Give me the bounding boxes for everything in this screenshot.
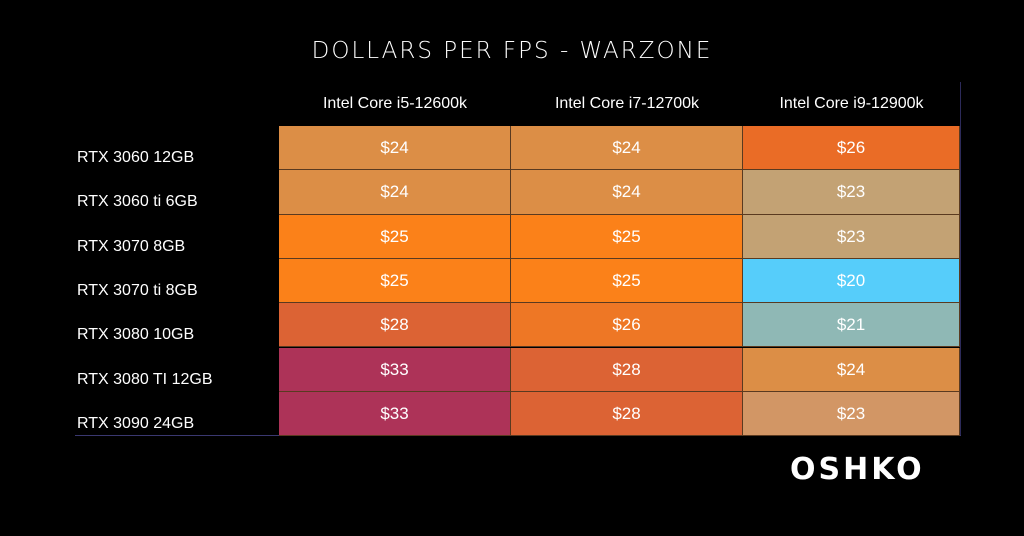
row-label-6: RTX 3080 TI 12GB (77, 370, 213, 388)
cell-value: $33 (380, 359, 409, 379)
table-cell-r4-c3: $20 (743, 258, 960, 304)
cell-value: $23 (836, 182, 866, 202)
column-header-1: Intel Core i5-12600k (322, 95, 468, 112)
row-label-1: RTX 3060 12GB (77, 149, 195, 167)
cell-value: $25 (380, 226, 409, 246)
table-cell-r1-c2: $24 (511, 126, 743, 171)
cell-value: $28 (612, 359, 641, 379)
row-label-3: RTX 3070 8GB (77, 237, 186, 255)
table-cell-r2-c1: $24 (279, 170, 511, 215)
row-label-7: RTX 3090 24GB (77, 414, 195, 432)
cell-value: $28 (380, 315, 409, 335)
table-cell-r4-c1: $25 (279, 258, 511, 304)
brand-logo: OSHKO (790, 452, 925, 487)
cell-value: $21 (836, 315, 866, 335)
cell-value: $33 (380, 403, 409, 423)
table-cell-r3-c2: $25 (511, 214, 743, 259)
table-cell-r5-c1: $28 (279, 303, 511, 348)
chart-title: DOLLARS PER FPS - WARZONE (311, 38, 713, 64)
row-label-5: RTX 3080 10GB (77, 326, 195, 344)
row-label-4: RTX 3070 ti 8GB (77, 282, 198, 300)
table-cell-r6-c3: $24 (743, 347, 960, 392)
table-cell-r7-c1: $33 (279, 391, 511, 437)
cell-value: $25 (612, 270, 641, 290)
table-cell-r3-c1: $25 (279, 214, 511, 259)
row-label-2: RTX 3060 ti 6GB (77, 193, 198, 211)
cell-value: $20 (836, 270, 866, 290)
table-cell-r7-c2: $28 (511, 391, 743, 437)
table-cell-r5-c2: $26 (511, 303, 743, 348)
cell-value: $25 (380, 270, 409, 290)
cell-value: $23 (836, 226, 866, 246)
table-frame-right-border (960, 82, 961, 436)
cell-value: $24 (380, 182, 409, 202)
table-cell-r2-c3: $23 (743, 170, 960, 215)
table-cell-r3-c3: $23 (743, 214, 960, 259)
cell-value: $24 (380, 138, 409, 157)
table-cell-r6-c2: $28 (511, 347, 743, 392)
cell-value: $26 (612, 315, 641, 335)
cell-value: $28 (612, 403, 641, 423)
cell-value: $24 (612, 138, 641, 157)
cell-value: $24 (612, 182, 641, 202)
table-cell-r2-c2: $24 (511, 170, 743, 215)
cell-value: $23 (836, 403, 866, 423)
cell-value: $24 (836, 359, 866, 379)
cell-value: $25 (612, 226, 641, 246)
table-cell-r1-c1: $24 (279, 126, 511, 171)
table-cell-r4-c2: $25 (511, 258, 743, 304)
table-cell-r1-c3: $26 (743, 126, 960, 171)
column-header-3: Intel Core i9-12900k (779, 95, 924, 112)
table-cell-r7-c3: $23 (743, 391, 960, 437)
table-cell-r5-c3: $21 (743, 303, 960, 348)
cell-value: $26 (836, 138, 866, 157)
column-header-2: Intel Core i7-12700k (554, 95, 700, 112)
table-cell-r6-c1: $33 (279, 347, 511, 392)
